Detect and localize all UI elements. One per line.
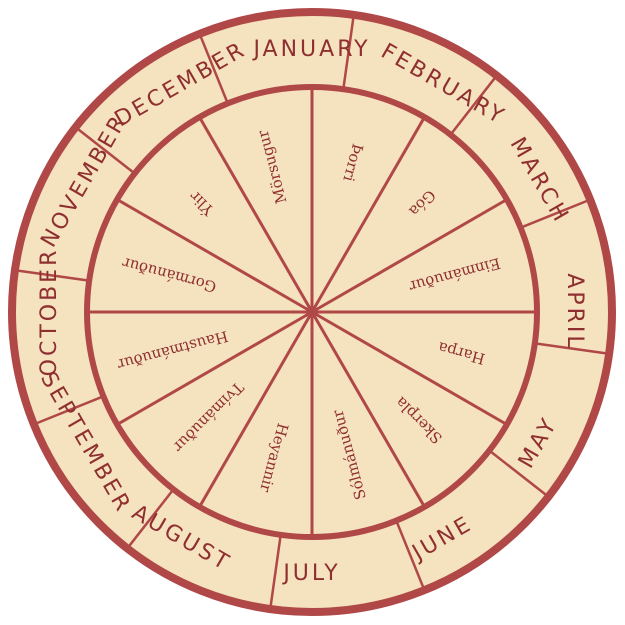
outer-divider: [535, 342, 609, 355]
inner-spoke: [115, 310, 314, 426]
outer-divider: [521, 199, 590, 229]
inner-spoke: [198, 115, 314, 314]
outer-divider: [450, 75, 497, 135]
gregorian-month-label: JULY: [281, 561, 340, 586]
inner-spoke: [310, 198, 509, 314]
outer-divider: [75, 127, 135, 174]
outer-ring-dividers: [15, 15, 609, 609]
outer-divider: [489, 450, 549, 497]
gregorian-month-label: APRIL: [562, 273, 587, 350]
outer-divider: [199, 34, 229, 103]
outer-divider: [34, 395, 103, 425]
outer-border: [8, 8, 616, 616]
inner-spoke: [198, 310, 314, 509]
inner-spoke: [310, 310, 426, 509]
outer-divider: [127, 489, 174, 549]
outer-divider: [342, 15, 355, 89]
gregorian-month-label: OCTOBER: [37, 248, 62, 377]
inner-spoke: [115, 198, 314, 314]
inner-spoke: [310, 310, 509, 426]
outer-divider: [15, 269, 89, 282]
outer-divider: [395, 521, 425, 590]
center-hub: [308, 308, 316, 316]
inner-spokes: [85, 85, 539, 539]
inner-spoke: [310, 115, 426, 314]
outer-divider: [269, 535, 282, 609]
gregorian-month-label: JANUARY: [251, 37, 370, 62]
